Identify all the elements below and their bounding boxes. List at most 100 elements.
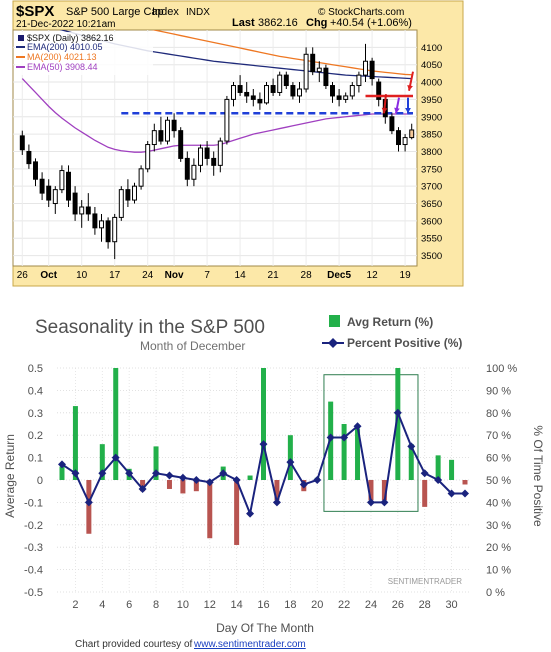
percent-positive-marker (340, 433, 349, 442)
avg-return-bar (234, 480, 240, 545)
exchange-label: INDX (186, 7, 210, 18)
percent-positive-marker (380, 498, 389, 507)
avg-return-bar (462, 480, 468, 485)
candle-body (277, 74, 283, 93)
candle-body (270, 85, 276, 93)
candle-body (330, 85, 335, 97)
percent-positive-marker (461, 489, 469, 498)
percent-positive-marker (178, 473, 187, 482)
candle-body (132, 185, 137, 201)
candle-body (316, 67, 322, 73)
avg-return-bar (381, 480, 387, 501)
candle (118, 186, 124, 221)
candle-body (343, 95, 349, 100)
candle (409, 123, 415, 140)
candle-body (118, 189, 124, 218)
x-tick-label: 19 (400, 270, 412, 281)
candle-body (138, 168, 144, 187)
candle-body (297, 88, 302, 97)
percent-positive-marker (58, 460, 66, 469)
x-tick-label: 16 (257, 599, 269, 611)
candle (19, 130, 25, 155)
plot-area (12, 29, 418, 267)
x-tick-label: 10 (76, 270, 88, 281)
y-right-tick-label: 80 % (486, 408, 511, 420)
percent-positive-marker (393, 408, 402, 417)
y-left-tick-label: 0.1 (28, 453, 43, 465)
percent-positive-marker (353, 422, 362, 431)
y-right-tick-label: 0 % (486, 587, 505, 599)
avg-return-bar (422, 480, 428, 507)
percent-positive-marker (138, 484, 147, 493)
x-tick-label: 8 (153, 599, 159, 611)
avg-return-bar (153, 446, 159, 480)
date-label: 21-Dec-2022 10:21am (16, 19, 116, 30)
x-tick-label: 21 (268, 270, 280, 281)
y-left-tick-label: 0.4 (28, 385, 43, 397)
ema50-line (21, 78, 412, 153)
y-left-tick-label: -0.5 (24, 587, 43, 599)
candle (343, 92, 349, 103)
avg-return-bar (59, 466, 65, 480)
svg-text:$SPX (Daily) 3862.16: $SPX (Daily) 3862.16 (27, 33, 114, 43)
candle-body (396, 130, 401, 146)
candle (46, 179, 52, 207)
candle (105, 217, 111, 249)
credit-link[interactable]: www.sentimentrader.com (193, 639, 306, 650)
avg-return-bar (341, 424, 347, 480)
y-tick-label: 3650 (421, 199, 442, 210)
percent-positive-marker (232, 476, 241, 484)
candle (171, 113, 177, 138)
candle-body (250, 95, 256, 100)
avg-return-bar (180, 480, 186, 494)
chg-label: Chg (306, 17, 327, 29)
percent-positive-marker (272, 498, 281, 507)
y-right-tick-label: 40 % (486, 497, 511, 509)
y-tick-label: 4050 (421, 60, 442, 71)
candle (402, 134, 408, 152)
y-right-axis-label: % Of Time Positive (531, 425, 545, 527)
legend-item-ma200: MA(200) 4021.13 (16, 52, 97, 62)
candle (389, 113, 395, 135)
x-tick-label: 28 (301, 270, 313, 281)
legend-item-ema200: EMA(200) 4010.05 (16, 42, 103, 52)
percent-positive-marker (192, 476, 201, 484)
x-tick-label: 14 (235, 270, 247, 281)
svg-text:EMA(200) 4010.05: EMA(200) 4010.05 (27, 42, 103, 52)
candle-body (178, 130, 184, 159)
avg-return-bar (247, 475, 253, 480)
candle-body (211, 157, 217, 166)
candle (369, 57, 375, 86)
y-tick-label: 3550 (421, 234, 442, 245)
svg-text:EMA(50) 3908.44: EMA(50) 3908.44 (27, 62, 98, 72)
avg-return-bar (113, 368, 119, 480)
candle (237, 75, 243, 96)
candle (151, 123, 157, 152)
legend: $SPX (Daily) 3862.16 EMA(200) 4010.05 MA… (15, 32, 153, 75)
candle-body (145, 144, 151, 170)
y-right-tick-label: 70 % (486, 430, 511, 442)
chg-value: +40.54 (+1.06%) (330, 17, 412, 29)
blue-arrow (405, 97, 411, 114)
avg-return-bar (449, 459, 455, 480)
index-name-left: S&P 500 Large Cap (66, 6, 164, 18)
y-tick-label: 3850 (421, 130, 442, 141)
candle (178, 127, 184, 162)
percent-positive-marker (219, 469, 228, 478)
candle (145, 141, 151, 173)
candle (363, 43, 368, 83)
percent-positive-marker (152, 469, 161, 478)
y-left-tick-label: 0.5 (28, 363, 43, 375)
red-arrow-small-head (381, 107, 388, 114)
candle (270, 78, 276, 96)
avg-return-bar (99, 444, 105, 480)
y-right-tick-label: 30 % (486, 520, 511, 532)
candle (92, 207, 98, 235)
candle (283, 71, 289, 89)
candle (165, 116, 170, 145)
candle-body (79, 206, 85, 215)
candle (224, 95, 230, 145)
percent-positive-marker (420, 469, 429, 478)
candle (33, 158, 38, 187)
y-tick-label: 3800 (421, 147, 442, 158)
